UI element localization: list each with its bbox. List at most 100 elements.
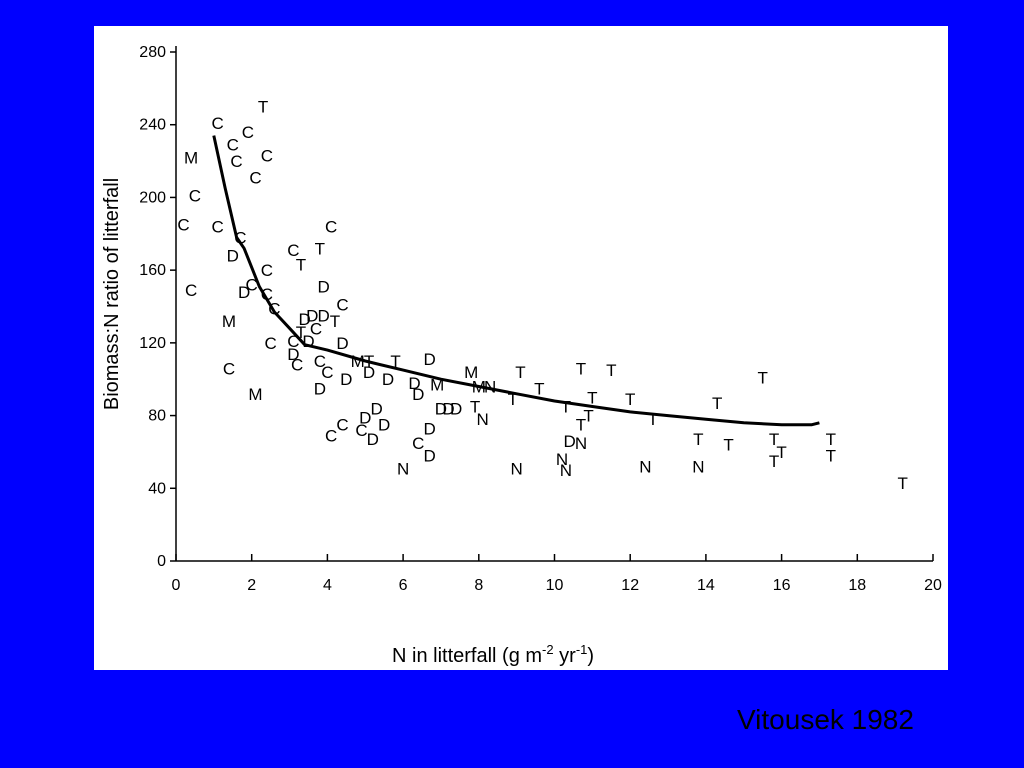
data-point: T xyxy=(583,407,593,426)
data-point: C xyxy=(287,241,299,260)
data-point: T xyxy=(769,430,779,449)
data-point: N xyxy=(560,461,572,480)
data-point: C xyxy=(223,359,235,378)
data-point: C xyxy=(325,218,337,237)
data-point: T xyxy=(296,256,306,275)
data-point: D xyxy=(302,332,314,351)
y-tick-label: 120 xyxy=(139,335,166,352)
data-point: T xyxy=(898,474,908,493)
data-point: C xyxy=(261,285,273,304)
data-point: D xyxy=(423,419,435,438)
data-point: T xyxy=(625,390,635,409)
x-tick-label: 4 xyxy=(323,577,332,594)
y-tick-label: 0 xyxy=(157,553,166,570)
data-point: D xyxy=(423,350,435,369)
y-tick-label: 200 xyxy=(139,189,166,206)
data-point: N xyxy=(511,459,523,478)
data-point: C xyxy=(291,356,303,375)
data-point: T xyxy=(534,379,544,398)
data-point: C xyxy=(321,363,333,382)
data-point: T xyxy=(826,430,836,449)
data-point: T xyxy=(576,416,586,435)
x-tick-label: 12 xyxy=(621,577,639,594)
data-point: D xyxy=(317,278,329,297)
data-point: T xyxy=(470,397,480,416)
data-point: D xyxy=(359,408,371,427)
data-point: D xyxy=(382,370,394,389)
data-point: M xyxy=(464,363,478,382)
data-point: T xyxy=(769,452,779,471)
data-point: D xyxy=(435,399,447,418)
data-point: D xyxy=(367,430,379,449)
data-point: C xyxy=(177,216,189,235)
data-point: C xyxy=(355,421,367,440)
data-point: C xyxy=(211,114,223,133)
data-point: T xyxy=(648,410,658,429)
data-point: C xyxy=(264,334,276,353)
data-point: D xyxy=(340,370,352,389)
data-point: D xyxy=(423,447,435,466)
data-point: C xyxy=(336,296,348,315)
data-point: T xyxy=(576,359,586,378)
data-point: D xyxy=(363,363,375,382)
x-tick-label: 14 xyxy=(697,577,715,594)
data-point: C xyxy=(412,434,424,453)
data-point: T xyxy=(296,323,306,342)
data-point: T xyxy=(390,352,400,371)
data-point: C xyxy=(314,352,326,371)
y-tick-label: 160 xyxy=(139,262,166,279)
data-point: C xyxy=(325,427,337,446)
data-point: T xyxy=(330,312,340,331)
data-point: M xyxy=(222,312,236,331)
data-point: T xyxy=(693,430,703,449)
data-point: C xyxy=(227,136,239,155)
data-point: N xyxy=(476,410,488,429)
data-point: C xyxy=(211,218,223,237)
data-point: T xyxy=(515,363,525,382)
x-axis-title: N in litterfall (g m-2 yr-1) xyxy=(392,642,594,667)
data-point: C xyxy=(189,187,201,206)
data-point: N xyxy=(556,450,568,469)
x-axis-title-end: ) xyxy=(587,645,594,667)
data-point: C xyxy=(185,281,197,300)
data-point: N xyxy=(575,434,587,453)
x-tick-label: 20 xyxy=(924,577,942,594)
data-point: T xyxy=(606,361,616,380)
data-point: C xyxy=(234,228,246,247)
data-point: D xyxy=(336,334,348,353)
data-point: D xyxy=(412,385,424,404)
data-point: D xyxy=(378,416,390,435)
data-point: D xyxy=(238,283,250,302)
axes: 0 40 80 120 160 200 240 280 0 2 4 6 8 10 12 14 16 18 20 xyxy=(139,44,942,594)
data-point: D xyxy=(563,432,575,451)
data-point: D xyxy=(442,399,454,418)
x-tick-label: 6 xyxy=(399,577,408,594)
trend-curve xyxy=(212,135,820,427)
x-tick-label: 2 xyxy=(247,577,256,594)
data-point: T xyxy=(315,239,325,258)
data-point: D xyxy=(370,399,382,418)
data-point: C xyxy=(261,261,273,280)
data-point: D xyxy=(408,374,420,393)
data-point: D xyxy=(306,307,318,326)
data-point: D xyxy=(227,247,239,266)
data-point: T xyxy=(826,447,836,466)
data-point: N xyxy=(484,377,496,396)
x-axis-title-main: N in litterfall (g m xyxy=(392,645,542,667)
data-point: C xyxy=(336,416,348,435)
trend-line xyxy=(212,135,820,427)
data-point: D xyxy=(450,399,462,418)
x-axis-title-mid: yr xyxy=(554,645,577,667)
data-point: D xyxy=(317,307,329,326)
data-point: C xyxy=(242,123,254,142)
data-point: N xyxy=(692,457,704,476)
citation: Vitousek 1982 xyxy=(737,704,914,735)
x-axis-title-sup1: -2 xyxy=(542,642,554,657)
data-point: C xyxy=(246,276,258,295)
x-tick-label: 0 xyxy=(172,577,181,594)
data-point: C xyxy=(261,147,273,166)
data-point: M xyxy=(248,385,262,404)
